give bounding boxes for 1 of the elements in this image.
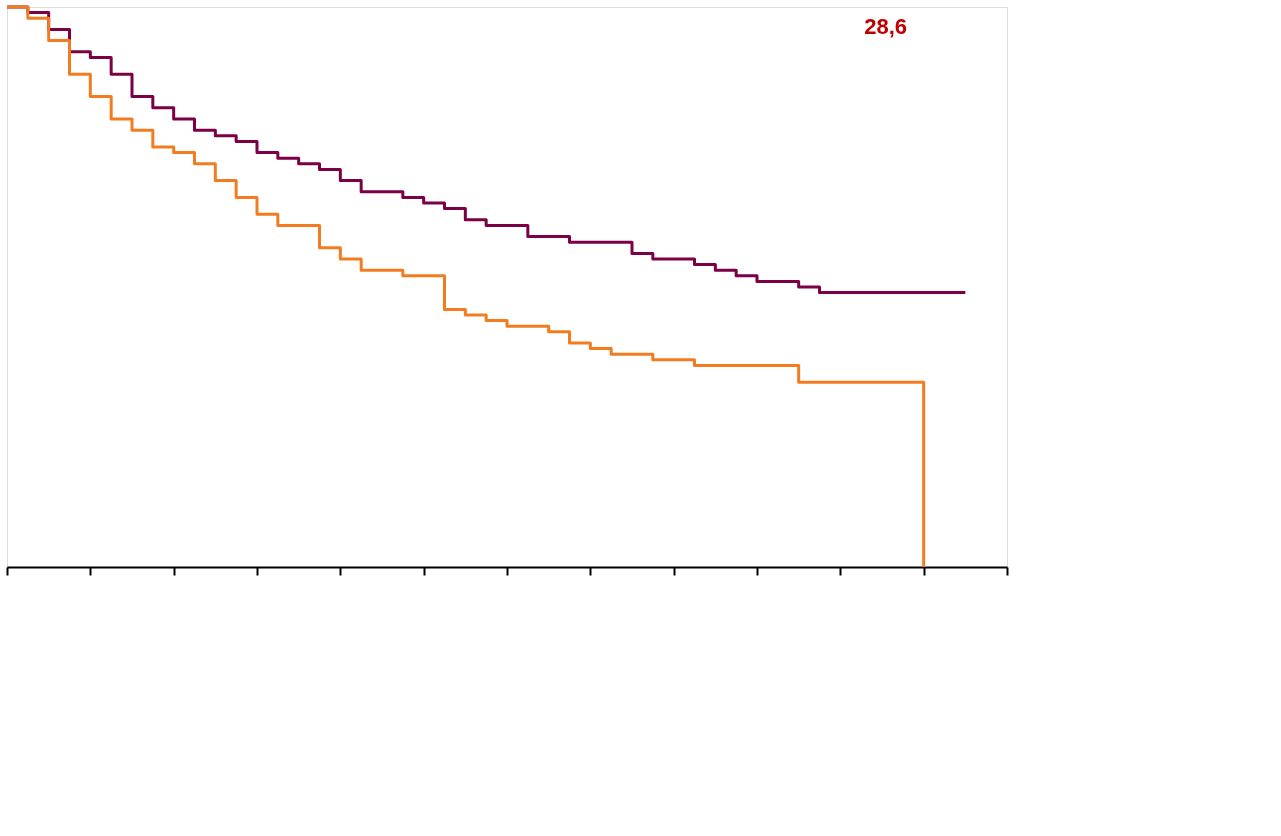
annotation: 28,6 (864, 14, 907, 39)
